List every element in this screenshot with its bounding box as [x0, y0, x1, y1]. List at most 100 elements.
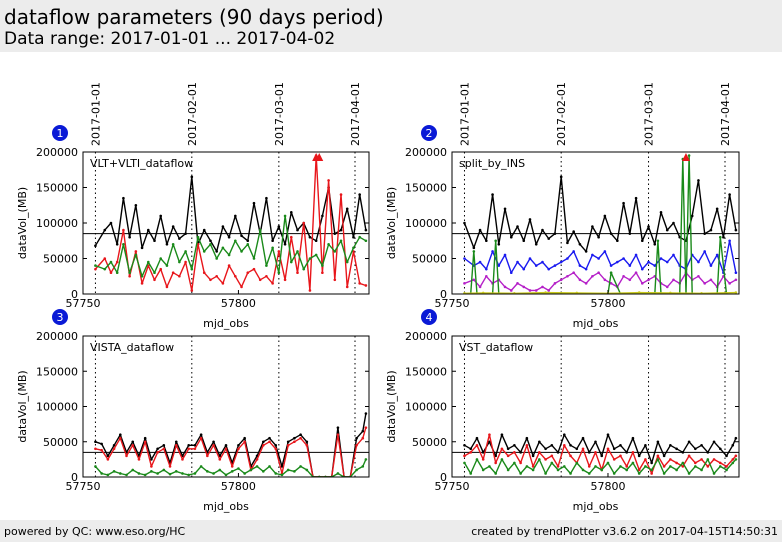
data-point [606, 461, 610, 465]
data-point [659, 211, 663, 214]
x-axis-label: mjd_obs [573, 500, 619, 513]
data-point [280, 465, 284, 468]
data-point [252, 201, 256, 205]
data-point [644, 443, 647, 447]
data-point [146, 260, 150, 264]
data-point [268, 465, 271, 468]
data-point [566, 257, 569, 260]
data-point [725, 465, 728, 468]
data-point [731, 443, 735, 447]
data-point [734, 458, 738, 461]
data-point [218, 458, 222, 461]
data-point [274, 472, 278, 475]
data-point [625, 468, 628, 472]
data-point [364, 458, 368, 461]
series-line-red [94, 154, 367, 292]
series-line-green [95, 215, 367, 277]
x-tick-label: 57800 [221, 297, 256, 310]
data-point [637, 291, 641, 294]
data-point [159, 214, 163, 218]
data-point [358, 282, 361, 285]
data-point [112, 443, 116, 447]
data-point [572, 250, 575, 253]
y-tick-label: 150000 [36, 365, 78, 378]
data-point [534, 264, 538, 267]
data-point [234, 239, 237, 243]
data-point [519, 472, 522, 475]
data-point [734, 278, 738, 282]
data-point [125, 473, 128, 477]
y-tick-label: 150000 [405, 365, 447, 378]
data-point [538, 451, 541, 454]
data-point [541, 285, 544, 289]
data-point [528, 218, 532, 221]
data-point [559, 260, 563, 264]
data-point [637, 454, 641, 458]
data-point [109, 271, 113, 275]
data-point [534, 243, 538, 246]
data-point [137, 472, 141, 475]
data-point [122, 243, 125, 246]
data-point [650, 468, 653, 472]
date-label: 2017-04-01 [719, 82, 732, 146]
data-point [162, 443, 166, 447]
data-point [243, 472, 246, 475]
data-point [697, 274, 700, 278]
date-label: 2017-04-01 [349, 82, 362, 146]
data-point [115, 243, 119, 246]
data-point [162, 468, 166, 472]
data-point [503, 253, 507, 257]
data-point [675, 447, 678, 451]
data-point [644, 458, 647, 461]
y-tick-label: 150000 [405, 182, 447, 195]
data-point [227, 264, 231, 267]
data-point [119, 433, 122, 437]
data-point [718, 465, 722, 468]
data-point [703, 250, 706, 253]
data-point [500, 447, 504, 451]
data-point [687, 440, 691, 444]
data-point [296, 250, 299, 253]
data-point [606, 447, 610, 451]
data-point [628, 278, 632, 282]
data-point [665, 228, 669, 232]
data-point [112, 447, 116, 451]
data-point [134, 250, 138, 253]
data-point [650, 472, 653, 475]
data-point [165, 264, 169, 267]
data-point [289, 211, 293, 214]
data-point [463, 454, 466, 458]
data-point [609, 232, 613, 235]
data-point [262, 440, 265, 444]
data-point [575, 291, 579, 294]
data-point [563, 443, 566, 447]
data-point [472, 250, 476, 253]
panel-number-label: 2 [426, 127, 433, 140]
data-point [286, 440, 290, 444]
data-point [240, 234, 243, 238]
data-point [503, 207, 507, 211]
y-axis-label: dataVol_(MB) [16, 187, 29, 259]
data-point [525, 465, 529, 468]
data-point [271, 246, 274, 250]
data-point [603, 214, 607, 218]
data-point [681, 461, 685, 465]
data-point [289, 260, 293, 264]
data-point [150, 470, 153, 473]
outlier-arrow [681, 153, 690, 161]
data-point [694, 447, 697, 451]
data-point [662, 472, 666, 475]
data-point [519, 461, 522, 465]
data-point [314, 239, 318, 243]
panel-label: VLT+VLTI_dataflow [90, 157, 193, 170]
data-point [196, 235, 200, 239]
data-point [103, 267, 107, 271]
data-point [631, 461, 635, 465]
data-point [665, 260, 669, 264]
data-point [559, 175, 563, 179]
series-group [94, 154, 368, 292]
data-point [333, 250, 337, 253]
data-point [230, 470, 234, 473]
y-tick-label: 50000 [43, 253, 78, 266]
data-point [478, 228, 482, 232]
